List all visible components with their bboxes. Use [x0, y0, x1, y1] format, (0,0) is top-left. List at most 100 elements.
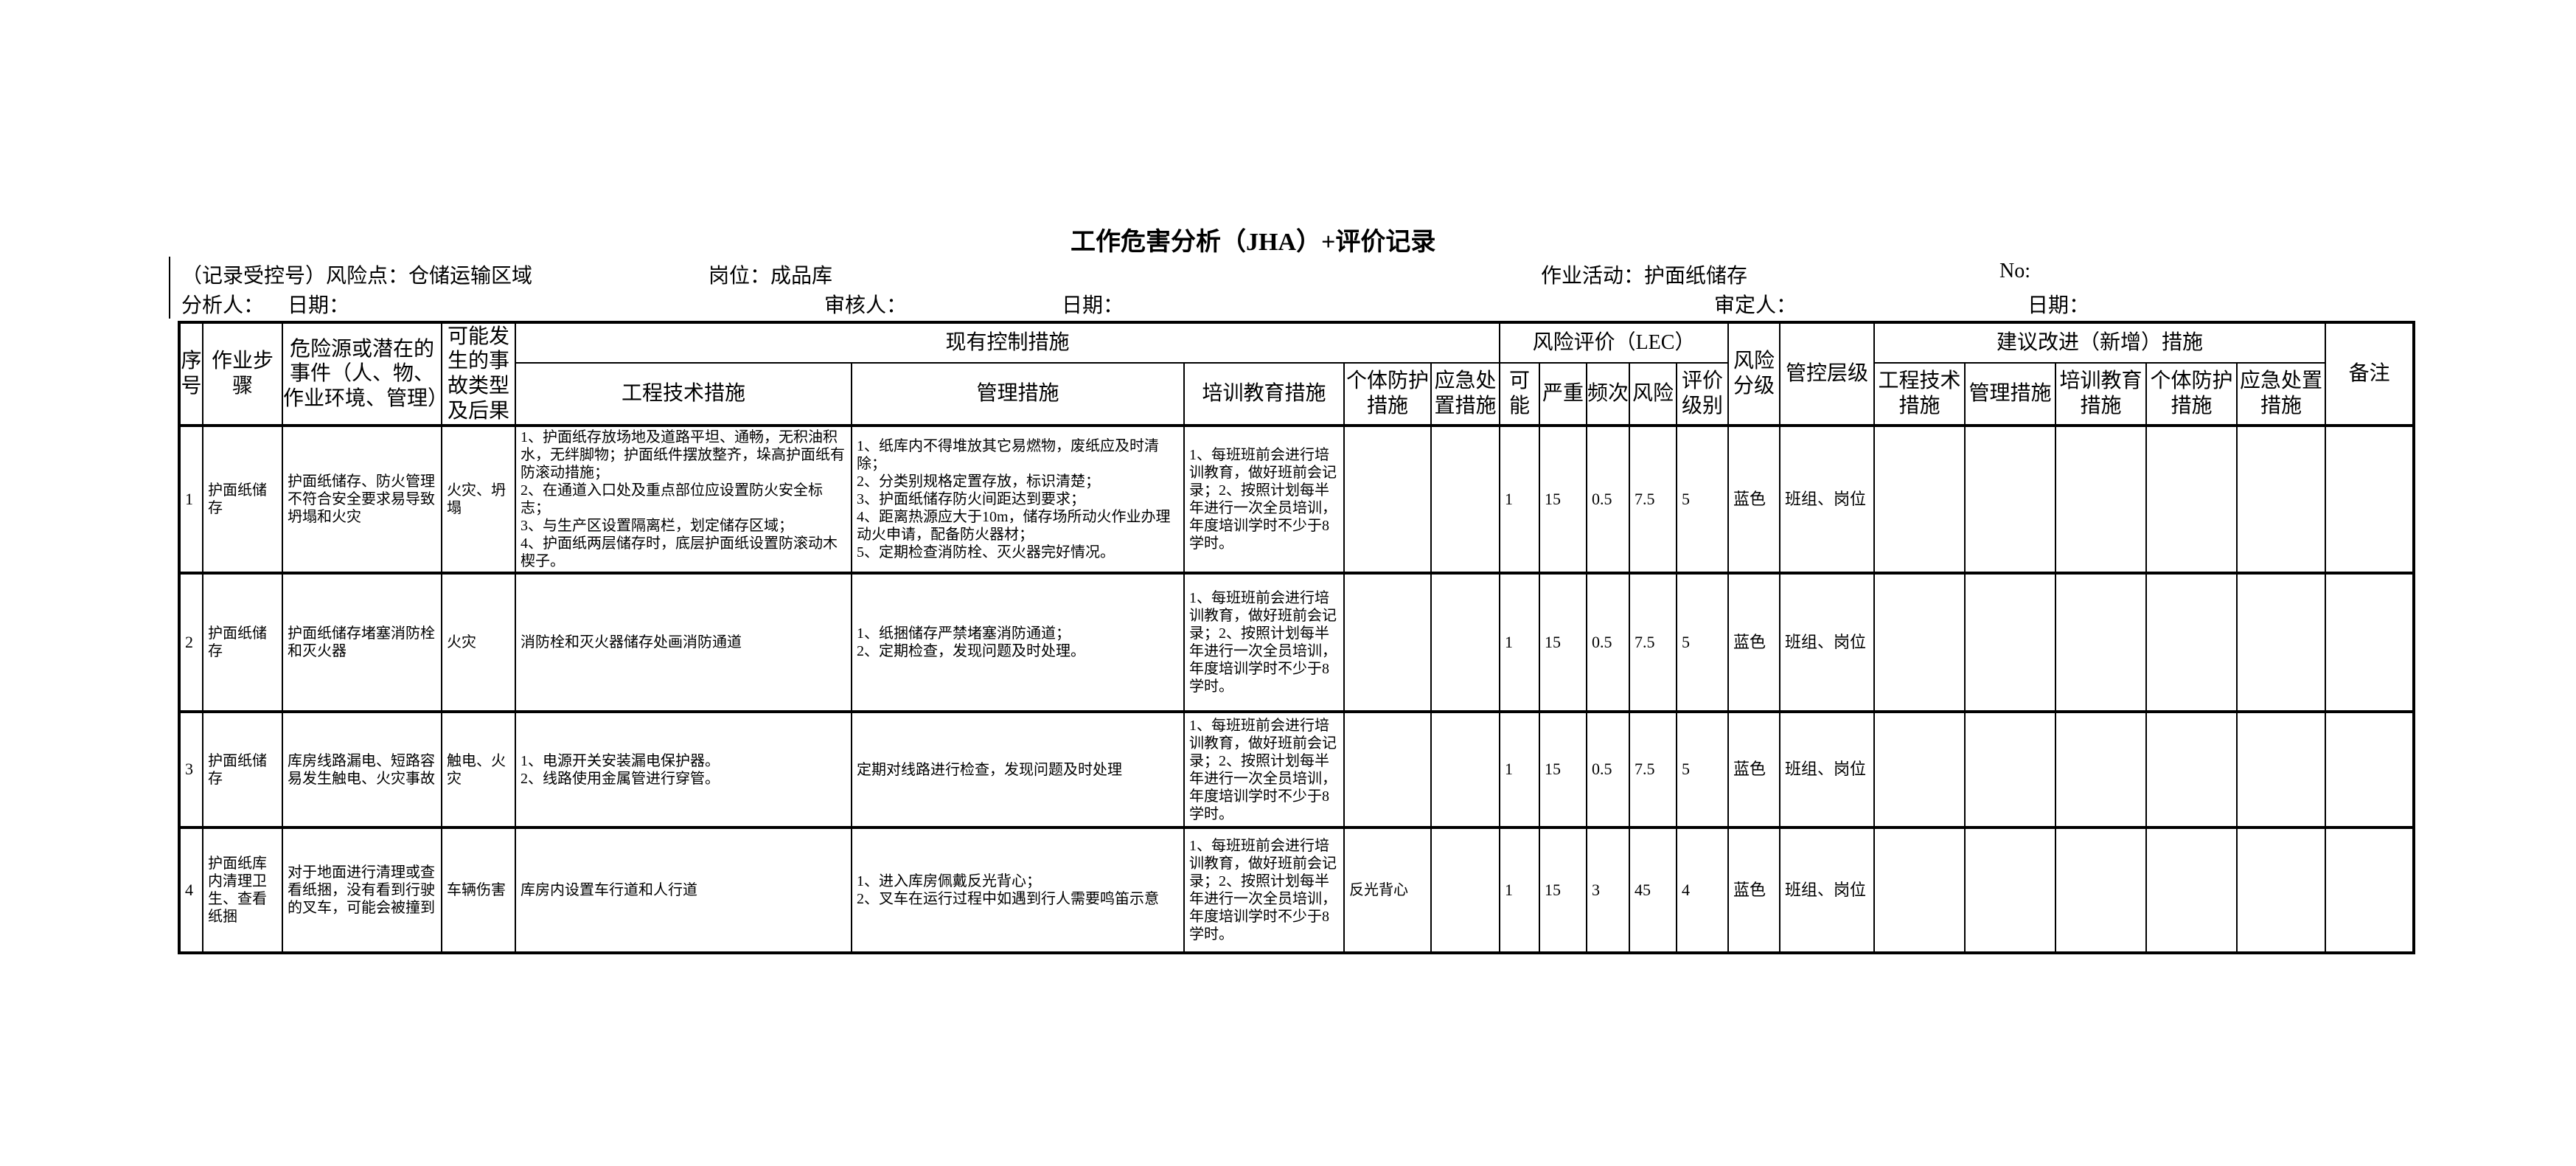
approver-label: 审定人： [1714, 294, 1797, 317]
cell-frequency: 3 [1586, 826, 1631, 954]
col-header-risk: 风险 [1629, 362, 1678, 426]
cell-suggest-engineering [1873, 826, 1966, 954]
cell-control-level: 班组、岗位 [1779, 710, 1876, 829]
cell-suggest-emergency [2236, 572, 2327, 713]
group-header-suggested-measures: 建议改进（新增）措施 [1873, 322, 2327, 364]
cell-training-measures: 1、每班班前会进行培训教育，做好班前会记录；2、按照计划每半年进行一次全员培训，… [1183, 710, 1345, 829]
cell-training-measures: 1、每班班前会进行培训教育，做好班前会记录；2、按照计划每半年进行一次全员培训，… [1183, 424, 1345, 575]
reviewer-date-label: 日期： [1062, 294, 1124, 317]
cell-risk-value: 7.5 [1629, 424, 1678, 575]
cell-emergency-measures [1430, 572, 1501, 713]
cell-rating-level: 5 [1676, 572, 1730, 713]
cell-seq: 4 [178, 826, 203, 954]
cell-possibility: 1 [1499, 572, 1541, 713]
cell-engineering-measures: 消防栓和灭火器储存处画消防通道 [515, 572, 852, 713]
cell-suggest-emergency [2236, 710, 2327, 829]
cell-emergency-measures [1430, 424, 1501, 575]
cell-possibility: 1 [1499, 424, 1541, 575]
page-title: 工作危害分析（JHA）+评价记录 [1071, 229, 1436, 256]
cell-severity: 15 [1539, 572, 1588, 713]
cell-accident-type: 火灾 [441, 572, 516, 713]
cell-hazard-source: 库房线路漏电、短路容易发生触电、火灾事故 [282, 710, 442, 829]
table-row: 4 护面纸库内清理卫生、查看纸捆 对于地面进行清理或查看纸捆，没有看到行驶的叉车… [178, 826, 2415, 954]
cell-suggest-management [1964, 826, 2057, 954]
cell-engineering-measures: 1、电源开关安装漏电保护器。 2、线路使用金属管进行穿管。 [515, 710, 852, 829]
cell-hazard-source: 护面纸储存、防火管理不符合安全要求易导致坍塌和火灾 [282, 424, 442, 575]
jha-table: 序号 作业步骤 危险源或潜在的事件（人、物、作业环境、管理） 可能发生的事故类型… [178, 321, 2416, 954]
approver-date-label: 日期： [2027, 294, 2090, 317]
cell-risk-grade: 蓝色 [1727, 572, 1781, 713]
cell-severity: 15 [1539, 826, 1588, 954]
cell-work-step: 护面纸储存 [202, 424, 283, 575]
col-header-suggest-training: 培训教育措施 [2055, 362, 2148, 426]
cell-control-level: 班组、岗位 [1779, 424, 1876, 575]
cell-risk-grade: 蓝色 [1727, 826, 1781, 954]
cell-suggest-training [2055, 424, 2148, 575]
activity-label: 作业活动：护面纸储存 [1541, 265, 1748, 288]
col-header-ppe-measures: 个体防护措施 [1343, 362, 1432, 426]
cell-seq: 1 [178, 424, 203, 575]
cell-frequency: 0.5 [1586, 710, 1631, 829]
cell-seq: 3 [178, 710, 203, 829]
cell-frequency: 0.5 [1586, 424, 1631, 575]
cell-emergency-measures [1430, 826, 1501, 954]
cell-remark [2325, 710, 2415, 829]
col-header-hazard-source: 危险源或潜在的事件（人、物、作业环境、管理） [282, 322, 448, 426]
col-header-rating-level: 评价级别 [1676, 362, 1730, 426]
cell-suggest-engineering [1873, 572, 1966, 713]
cell-remark [2325, 826, 2415, 954]
cell-suggest-training [2055, 826, 2148, 954]
cell-suggest-engineering [1873, 710, 1966, 829]
cell-possibility: 1 [1499, 826, 1541, 954]
col-header-work-step: 作业步骤 [202, 322, 283, 426]
col-header-suggest-ppe: 个体防护措施 [2145, 362, 2238, 426]
table-row: 1 护面纸储存 护面纸储存、防火管理不符合安全要求易导致坍塌和火灾 火灾、坍塌 … [178, 424, 2415, 575]
cell-suggest-ppe [2145, 424, 2238, 575]
cell-suggest-ppe [2145, 826, 2238, 954]
cell-accident-type: 火灾、坍塌 [441, 424, 516, 575]
cell-remark [2325, 572, 2415, 713]
cell-suggest-ppe [2145, 572, 2238, 713]
col-header-control-level: 管控层级 [1779, 322, 1876, 426]
cell-training-measures: 1、每班班前会进行培训教育，做好班前会记录；2、按照计划每半年进行一次全员培训，… [1183, 826, 1345, 954]
cell-suggest-training [2055, 572, 2148, 713]
col-header-suggest-engineering: 工程技术措施 [1873, 362, 1966, 426]
position-label: 岗位：成品库 [709, 265, 833, 288]
col-header-seq: 序号 [178, 322, 203, 426]
cell-control-level: 班组、岗位 [1779, 572, 1876, 713]
cell-suggest-ppe [2145, 710, 2238, 829]
cell-suggest-management [1964, 424, 2057, 575]
analyst-label: 分析人： [181, 294, 265, 317]
col-header-accident-type: 可能发生的事故类型及后果 [441, 322, 516, 426]
col-header-remark: 备注 [2325, 322, 2415, 426]
cell-risk-value: 7.5 [1629, 572, 1678, 713]
cell-rating-level: 5 [1676, 424, 1730, 575]
cell-seq: 2 [178, 572, 203, 713]
col-header-management-measures: 管理措施 [851, 362, 1185, 426]
cell-ppe-measures [1343, 424, 1432, 575]
col-header-suggest-emergency: 应急处置措施 [2236, 362, 2327, 426]
col-header-emergency-measures: 应急处置措施 [1430, 362, 1501, 426]
cell-suggest-emergency [2236, 826, 2327, 954]
analyst-date-label: 日期： [288, 294, 350, 317]
cell-ppe-measures [1343, 710, 1432, 829]
cell-engineering-measures: 库房内设置车行道和人行道 [515, 826, 852, 954]
cell-risk-grade: 蓝色 [1727, 424, 1781, 575]
col-header-risk-grade: 风险分级 [1727, 322, 1781, 426]
col-header-suggest-management: 管理措施 [1964, 362, 2057, 426]
cell-suggest-management [1964, 572, 2057, 713]
info-left-rule [169, 257, 170, 319]
cell-emergency-measures [1430, 710, 1501, 829]
cell-engineering-measures: 1、护面纸存放场地及道路平坦、通畅，无积油积水，无绊脚物；护面纸件摆放整齐，垛高… [515, 424, 852, 575]
col-header-engineering-measures: 工程技术措施 [515, 362, 852, 426]
cell-management-measures: 1、进入库房佩戴反光背心； 2、叉车在运行过程中如遇到行人需要鸣笛示意 [851, 826, 1185, 954]
cell-remark [2325, 424, 2415, 575]
cell-rating-level: 5 [1676, 710, 1730, 829]
cell-suggest-emergency [2236, 424, 2327, 575]
col-header-possibility: 可能 [1499, 362, 1541, 426]
col-header-severity: 严重 [1539, 362, 1588, 426]
cell-risk-grade: 蓝色 [1727, 710, 1781, 829]
cell-rating-level: 4 [1676, 826, 1730, 954]
cell-ppe-measures: 反光背心 [1343, 826, 1432, 954]
